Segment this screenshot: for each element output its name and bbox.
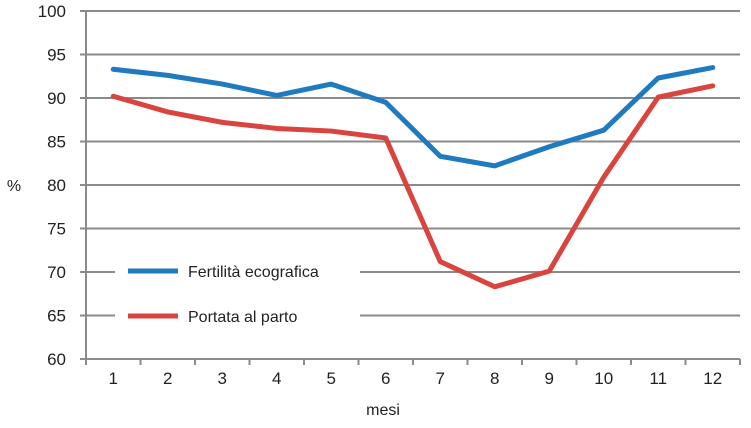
x-tick-label: 8 <box>490 369 499 388</box>
x-tick-label: 12 <box>703 369 722 388</box>
legend-label: Portata al parto <box>188 309 298 326</box>
x-tick-label: 2 <box>163 369 172 388</box>
y-tick-label: 70 <box>47 263 66 282</box>
y-tick-label: 65 <box>47 307 66 326</box>
x-tick-label: 10 <box>594 369 613 388</box>
x-tick-label: 7 <box>436 369 445 388</box>
x-tick-label: 9 <box>545 369 554 388</box>
x-tick-label: 1 <box>109 369 118 388</box>
x-tick-label: 4 <box>272 369 281 388</box>
x-tick-label: 11 <box>649 369 667 388</box>
y-tick-label: 60 <box>47 350 66 369</box>
y-tick-label: 95 <box>47 46 66 65</box>
x-tick-label: 3 <box>218 369 227 388</box>
x-axis-label: mesi <box>366 402 400 419</box>
y-tick-label: 75 <box>47 220 66 239</box>
y-tick-label: 100 <box>38 2 66 21</box>
y-tick-labels: 60 65 70 75 80 85 90 95 100 <box>38 2 66 369</box>
legend: Fertilità ecografica Portata al parto <box>115 250 360 335</box>
y-axis-label: % <box>7 178 21 195</box>
y-tick-label: 85 <box>47 133 66 152</box>
y-tick-label: 90 <box>47 89 66 108</box>
y-tick-label: 80 <box>47 176 66 195</box>
x-tick-label: 6 <box>381 369 390 388</box>
legend-label: Fertilità ecografica <box>188 264 319 281</box>
x-tick-label: 5 <box>327 369 336 388</box>
